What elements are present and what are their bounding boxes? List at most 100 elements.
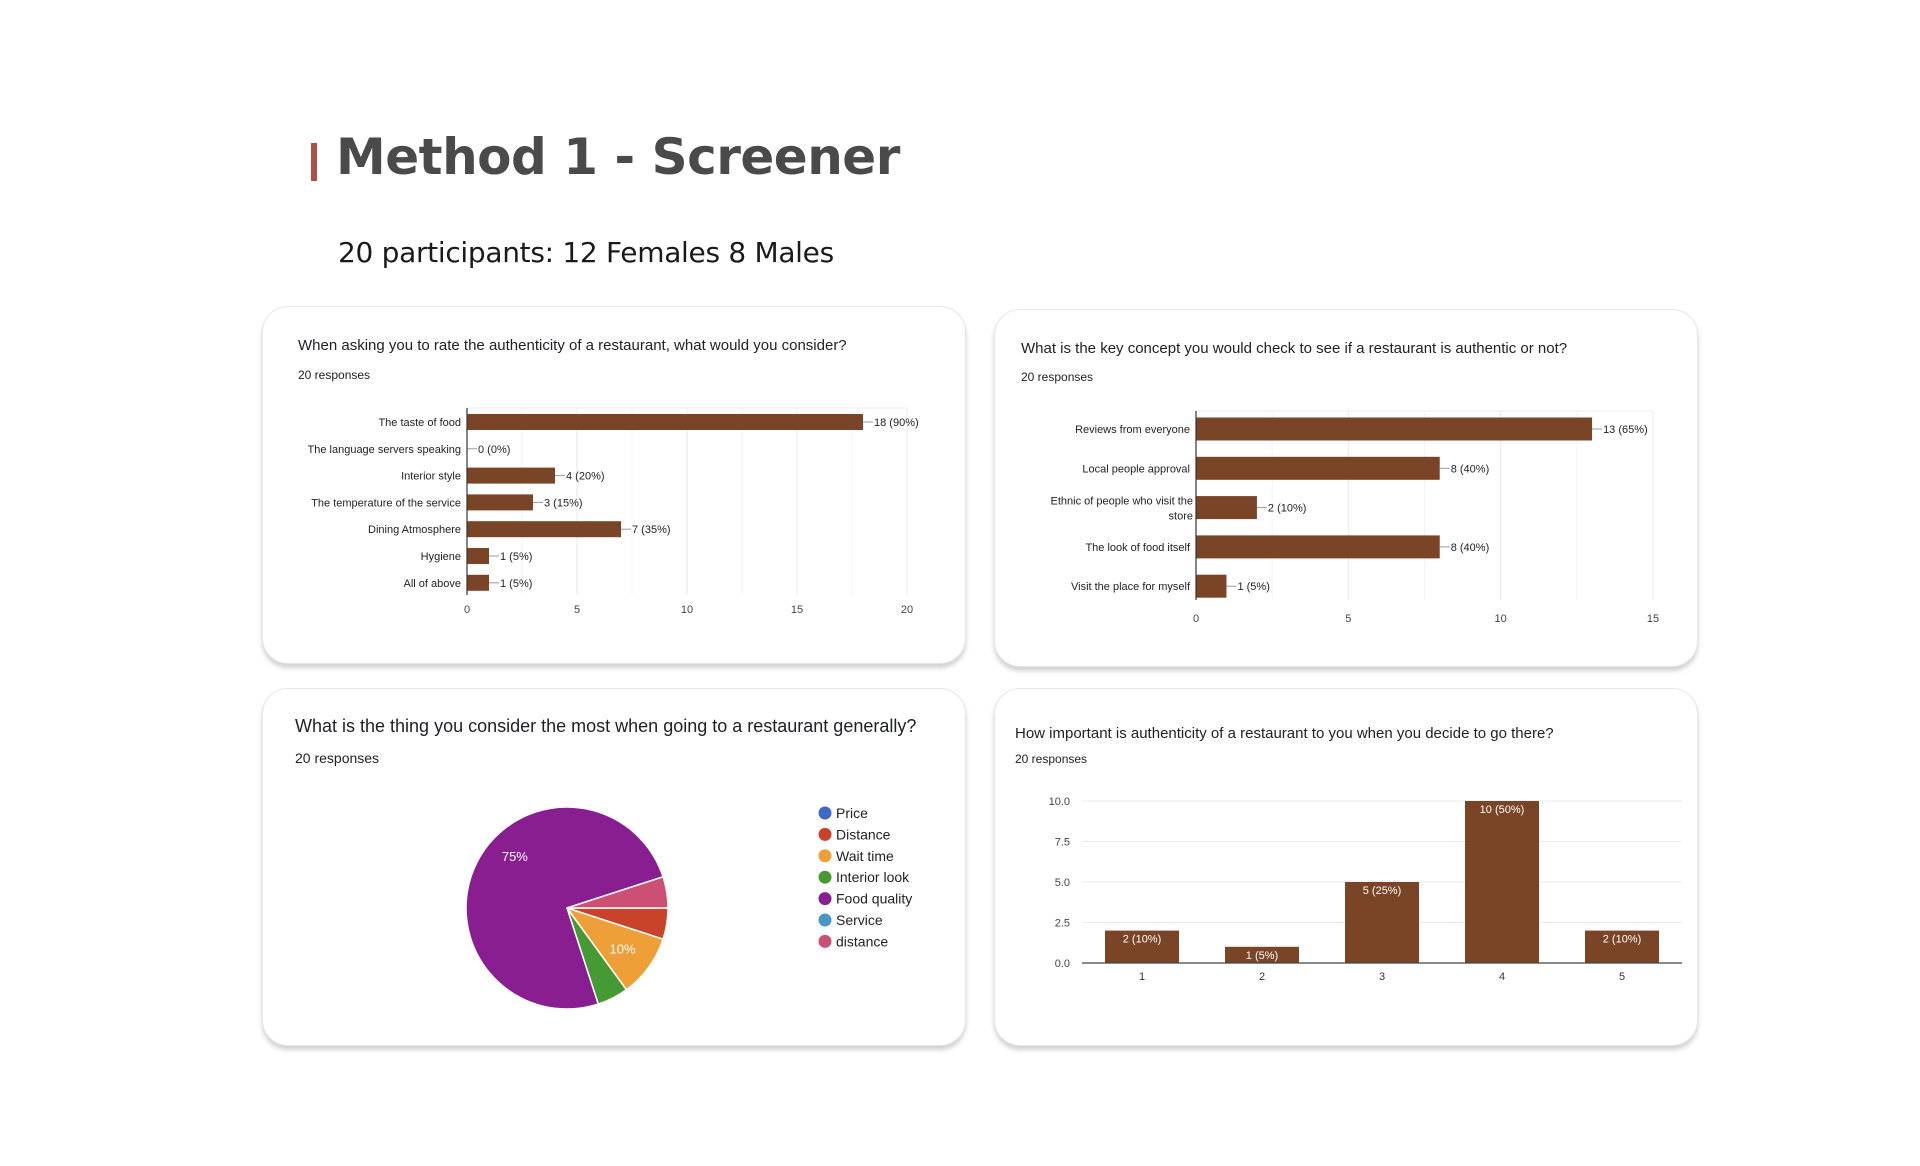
category-label: store <box>1169 511 1193 523</box>
x-tick-label: 0 <box>1193 613 1199 625</box>
data-label: 1 (5%) <box>1246 950 1278 962</box>
category-label: Reviews from everyone <box>1075 424 1190 436</box>
data-label: 2 (10%) <box>1123 934 1162 946</box>
data-label: 1 (5%) <box>1237 581 1269 593</box>
bar <box>467 414 863 430</box>
legend-dot <box>818 892 832 906</box>
category-label: Ethnic of people who visit the <box>1051 496 1193 508</box>
legend-label: Interior look <box>836 869 910 885</box>
pie-chart: 10% 75% Price Distance Wait time Interior loo… <box>465 805 912 1010</box>
category-label: The look of food itself <box>1085 542 1191 554</box>
x-tick-label: 1 <box>1139 971 1145 983</box>
response-count: 20 responses <box>295 750 380 766</box>
category-label: Local people approval <box>1082 463 1190 475</box>
response-count: 20 responses <box>1015 752 1088 766</box>
x-tick-label: 10 <box>681 604 693 616</box>
data-label: 13 (65%) <box>1603 424 1648 436</box>
x-tick-label: 5 <box>574 604 580 616</box>
chart-title: When asking you to rate the authenticity… <box>298 337 847 354</box>
legend-dot <box>818 849 832 863</box>
chart-card-most-considered: What is the thing you consider the most … <box>262 688 966 1046</box>
data-label: 1 (5%) <box>500 551 532 563</box>
bar-chart: 0 5 10 15 Reviews from everyone 13 (65%) Local… <box>1051 410 1659 625</box>
category-label: The taste of food <box>378 417 461 429</box>
bar <box>467 574 489 591</box>
legend-dot <box>818 806 832 820</box>
data-label: 10 (50%) <box>1480 804 1525 816</box>
legend-dot <box>818 913 832 927</box>
bar <box>467 548 489 564</box>
data-label: 5 (25%) <box>1363 885 1402 897</box>
category-label: Dining Atmosphere <box>368 524 461 536</box>
x-tick-label: 15 <box>791 604 803 616</box>
bar <box>1345 882 1419 963</box>
y-tick-label: 7.5 <box>1055 837 1070 849</box>
bar <box>1196 456 1440 480</box>
bar <box>1585 930 1659 963</box>
legend-label: distance <box>836 933 888 949</box>
response-count: 20 responses <box>1021 370 1094 384</box>
category-label: The temperature of the service <box>311 497 461 509</box>
legend-dot <box>818 827 832 841</box>
slice-label: 75% <box>502 849 528 864</box>
category-label: Interior style <box>401 471 461 483</box>
legend-label: Food quality <box>836 891 912 907</box>
data-label: 18 (90%) <box>874 417 919 429</box>
bar <box>1225 946 1299 963</box>
data-label: 8 (40%) <box>1451 542 1490 554</box>
slice-label: 10% <box>610 941 636 956</box>
legend-label: Price <box>836 805 868 821</box>
response-count: 20 responses <box>298 368 371 382</box>
bar <box>1196 417 1593 441</box>
x-tick-label: 2 <box>1259 971 1265 983</box>
x-tick-label: 0 <box>464 604 470 616</box>
x-tick-label: 5 <box>1345 613 1351 625</box>
legend-label: Service <box>836 912 883 928</box>
data-label: 3 (15%) <box>544 497 583 509</box>
pie-slice <box>566 875 669 909</box>
y-tick-label: 5.0 <box>1055 877 1070 889</box>
data-label: 1 (5%) <box>500 578 532 590</box>
bar <box>1105 930 1179 963</box>
bar <box>1196 496 1257 520</box>
y-tick-label: 0.0 <box>1055 958 1070 970</box>
pie-slice <box>465 806 665 1010</box>
title-accent-bar <box>311 143 317 181</box>
bar <box>1196 535 1440 559</box>
category-label: All of above <box>404 578 461 590</box>
chart-card-importance: How important is authenticity of a resta… <box>994 688 1698 1046</box>
x-tick-label: 5 <box>1619 971 1625 983</box>
x-tick-label: 3 <box>1379 971 1385 983</box>
data-label: 8 (40%) <box>1451 463 1490 475</box>
y-tick-label: 2.5 <box>1055 918 1070 930</box>
bar <box>1196 574 1227 598</box>
legend-label: Wait time <box>836 848 894 864</box>
bar <box>467 467 555 484</box>
chart-title: How important is authenticity of a resta… <box>1015 725 1554 742</box>
legend-dot <box>818 870 832 884</box>
data-label: 2 (10%) <box>1603 934 1642 946</box>
x-tick-label: 15 <box>1647 613 1659 625</box>
column-chart: 0.0 2.5 5.0 7.5 10.0 2 (10%) 1 1 (5%) 2 5 (25%) 3 1… <box>1049 796 1682 983</box>
category-label: Hygiene <box>421 551 461 563</box>
bar <box>1465 801 1539 963</box>
data-label: 0 (0%) <box>478 444 510 456</box>
participants-summary: 20 participants: 12 Females 8 Males <box>338 236 834 269</box>
bar <box>467 521 621 538</box>
legend-dot <box>818 934 832 948</box>
legend-label: Distance <box>836 826 891 842</box>
chart-card-authenticity-rating: When asking you to rate the authenticity… <box>262 306 966 664</box>
x-tick-label: 20 <box>901 604 913 616</box>
category-label: The language servers speaking <box>308 444 461 456</box>
x-tick-label: 10 <box>1495 613 1507 625</box>
x-tick-label: 4 <box>1499 971 1505 983</box>
data-label: 7 (35%) <box>632 524 671 536</box>
chart-title: What is the key concept you would check … <box>1021 340 1568 357</box>
category-label: Visit the place for myself <box>1071 581 1191 593</box>
bar <box>467 494 533 511</box>
data-label: 2 (10%) <box>1268 503 1307 515</box>
bar-chart: 0 5 10 15 20 The taste of food 18 (90%) The lan… <box>308 407 919 616</box>
y-tick-label: 10.0 <box>1049 796 1070 808</box>
data-label: 4 (20%) <box>566 471 605 483</box>
page-title: Method 1 - Screener <box>336 128 900 186</box>
